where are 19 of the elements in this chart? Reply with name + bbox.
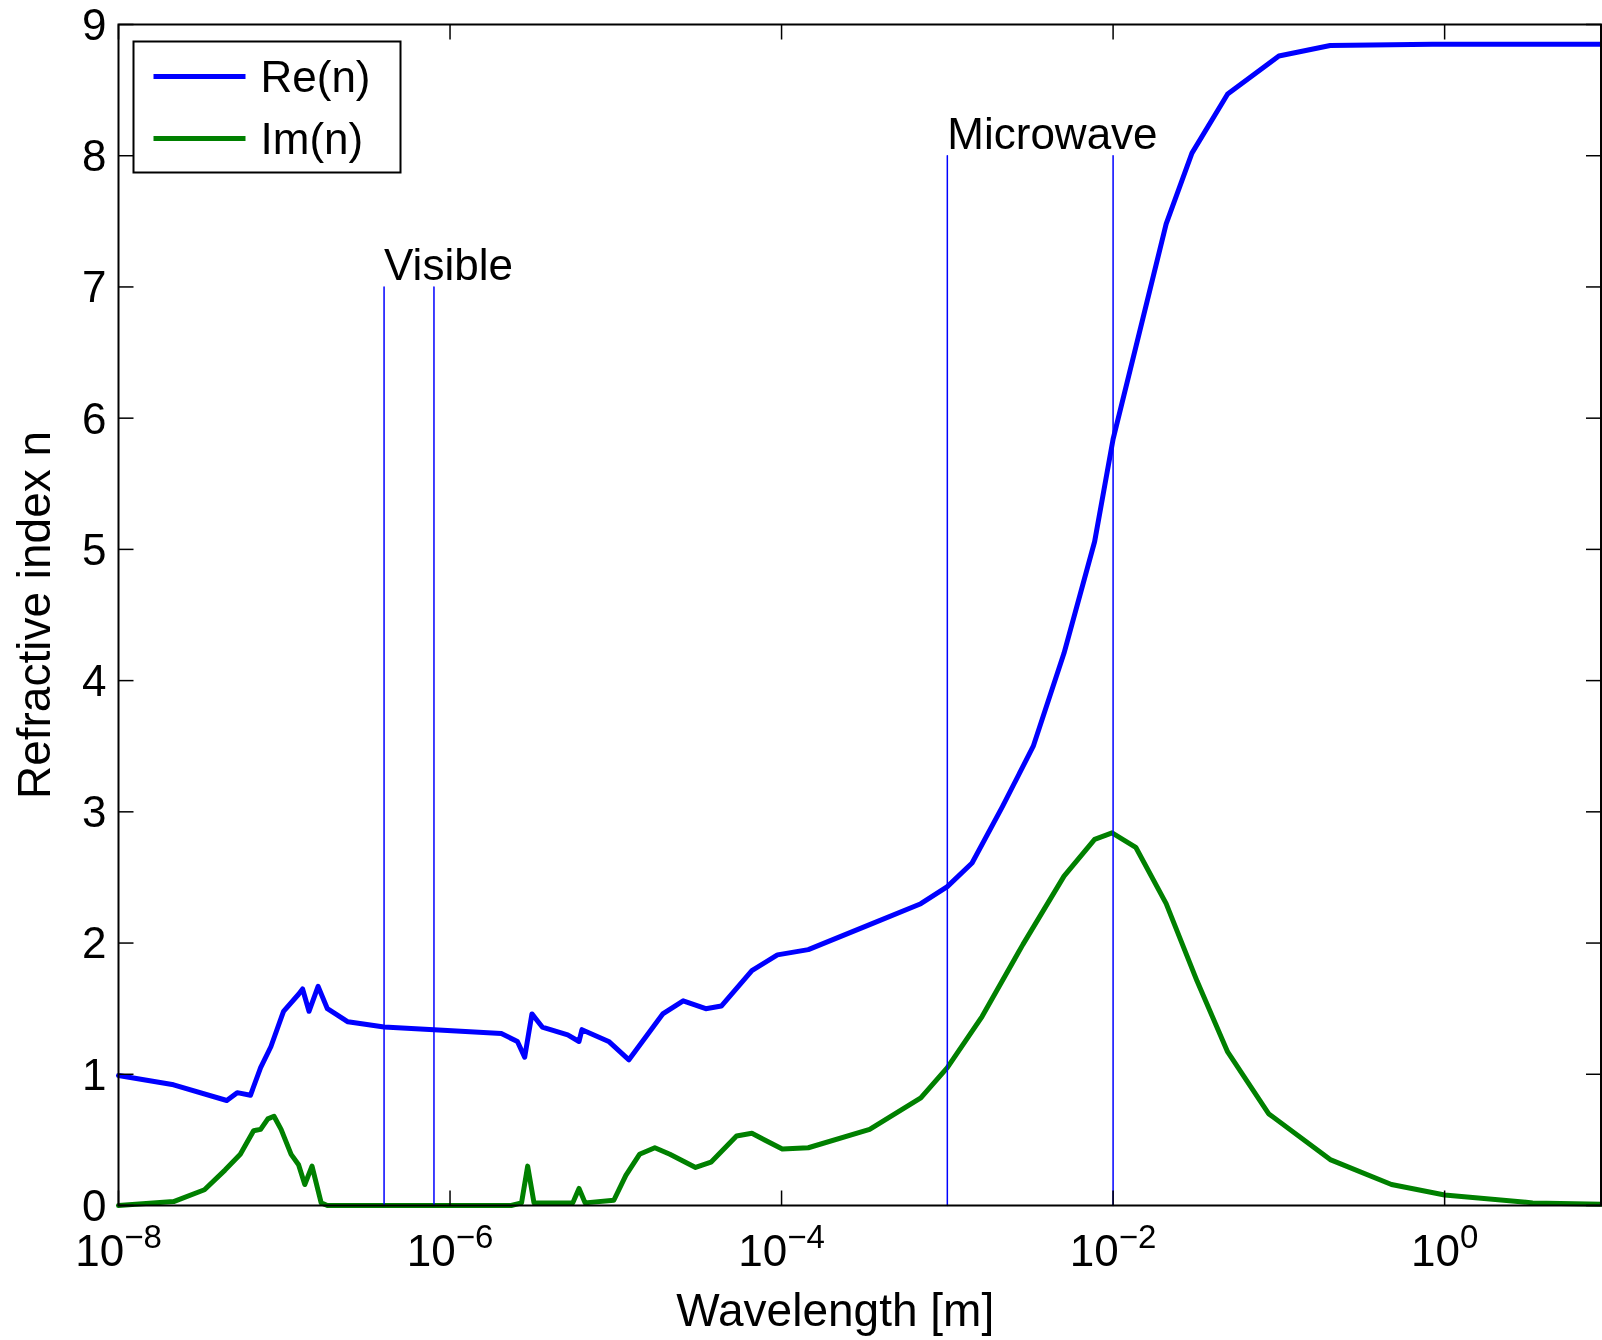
annotation: Visible xyxy=(384,239,513,289)
legend-label: Re(n) xyxy=(260,51,371,101)
y-tick-label: 8 xyxy=(82,131,107,181)
annotation: Microwave xyxy=(947,108,1158,158)
x-axis-title: Wavelength [m] xyxy=(676,1284,995,1336)
y-tick-label: 6 xyxy=(82,393,107,443)
y-axis-title: Refractive index n xyxy=(8,430,60,800)
y-tick-label: 3 xyxy=(82,787,107,837)
x-tick-label: 10$^{−4}$ xyxy=(738,1217,825,1275)
y-tick-label: 1 xyxy=(82,1049,107,1099)
y-tick-label: 7 xyxy=(82,262,107,312)
x-tick-label: 10$^{−6}$ xyxy=(406,1217,494,1275)
y-tick-label: 4 xyxy=(82,656,107,706)
x-tick-label: 10$^{0}$ xyxy=(1410,1217,1479,1275)
y-tick-label: 5 xyxy=(82,524,107,574)
legend-label: Im(n) xyxy=(260,113,364,163)
x-tick-label: 10$^{−2}$ xyxy=(1069,1217,1157,1275)
y-tick-label: 9 xyxy=(82,0,107,49)
y-tick-label: 2 xyxy=(82,918,107,968)
